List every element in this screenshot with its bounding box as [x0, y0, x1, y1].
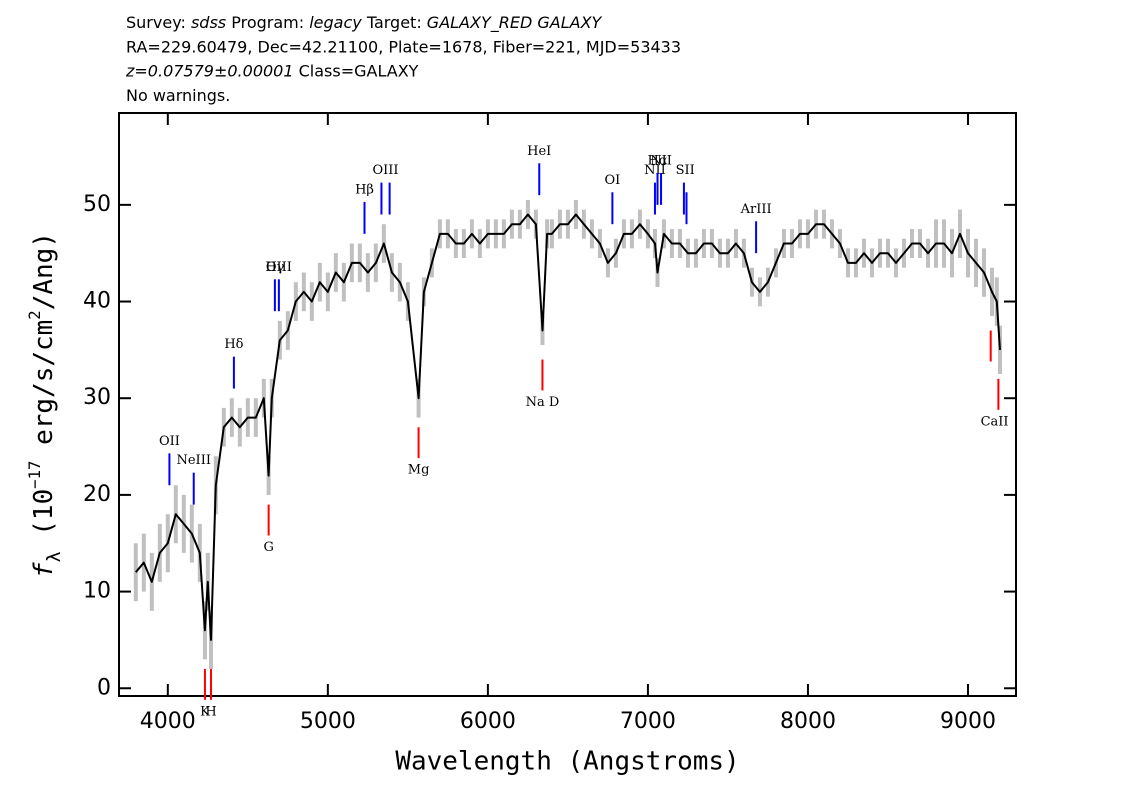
text-segment: /Ang): [29, 232, 59, 310]
absorption-label: H: [205, 704, 216, 719]
title-line: No warnings.: [126, 85, 230, 104]
text-segment: 2: [26, 310, 44, 319]
emission-label: SII: [676, 163, 695, 178]
emission-label: Hβ: [355, 182, 374, 197]
emission-label: OIII: [266, 260, 292, 275]
emission-label: Hγ: [265, 260, 284, 275]
title-line: z=0.07579±0.00001 Class=GALAXY: [125, 61, 419, 80]
x-tick-label: 4000: [140, 709, 196, 734]
x-tick-label: 9000: [940, 709, 996, 734]
x-tick-label: 5000: [300, 709, 356, 734]
text-segment: λ: [44, 551, 65, 562]
y-tick-label: 10: [83, 579, 111, 604]
y-tick-label: 20: [83, 482, 111, 507]
absorption-label: G: [263, 540, 273, 555]
text-segment: erg/s/cm: [29, 320, 59, 461]
x-axis-label: Wavelength (Angstroms): [395, 747, 739, 777]
text-segment: No warnings.: [126, 85, 230, 104]
text-segment: Program:: [226, 13, 309, 32]
text-segment: sdss: [191, 13, 226, 32]
absorption-label: K: [200, 704, 210, 719]
plot-frame: [118, 112, 1017, 697]
absorption-label: CaII: [981, 414, 1009, 429]
absorption-label: Mg: [408, 463, 430, 478]
emission-label: HeI: [527, 144, 551, 159]
emission-label: OIII: [373, 163, 399, 178]
text-segment: z=0.07579±0.00001: [125, 61, 294, 80]
emission-label: OI: [604, 173, 620, 188]
text-segment: f: [29, 562, 59, 578]
text-segment: Class=GALAXY: [294, 61, 419, 80]
text-segment: GALAXY_RED GALAXY: [427, 13, 603, 33]
spectrum-line: [135, 213, 1001, 641]
x-tick-label: 7000: [620, 709, 676, 734]
text-segment: Target:: [362, 13, 427, 32]
y-tick-label: 0: [97, 675, 111, 700]
y-axis-label: fλ (10−17 erg/s/cm2/Ang): [26, 232, 65, 578]
absorption-label: Na D: [526, 395, 560, 410]
emission-label: Hα: [647, 153, 667, 168]
emission-label: ArIII: [740, 202, 772, 217]
emission-label: Hδ: [224, 337, 243, 352]
y-tick-label: 30: [83, 385, 111, 410]
y-tick-label: 40: [83, 289, 111, 314]
y-tick-label: 50: [83, 192, 111, 217]
text-segment: −17: [26, 461, 44, 489]
title-line: Survey: sdss Program: legacy Target: GAL…: [126, 13, 603, 33]
text-segment: RA=229.60479, Dec=42.21100, Plate=1678, …: [126, 37, 681, 56]
text-segment: (10: [29, 489, 59, 552]
title-line: RA=229.60479, Dec=42.21100, Plate=1678, …: [126, 37, 681, 56]
emission-label: NeIII: [176, 453, 210, 468]
x-tick-label: 8000: [780, 709, 836, 734]
emission-label: NII: [650, 153, 672, 168]
emission-label: OII: [159, 434, 180, 449]
text-segment: Survey:: [126, 13, 191, 32]
x-tick-label: 6000: [460, 709, 516, 734]
text-segment: legacy: [309, 13, 362, 32]
